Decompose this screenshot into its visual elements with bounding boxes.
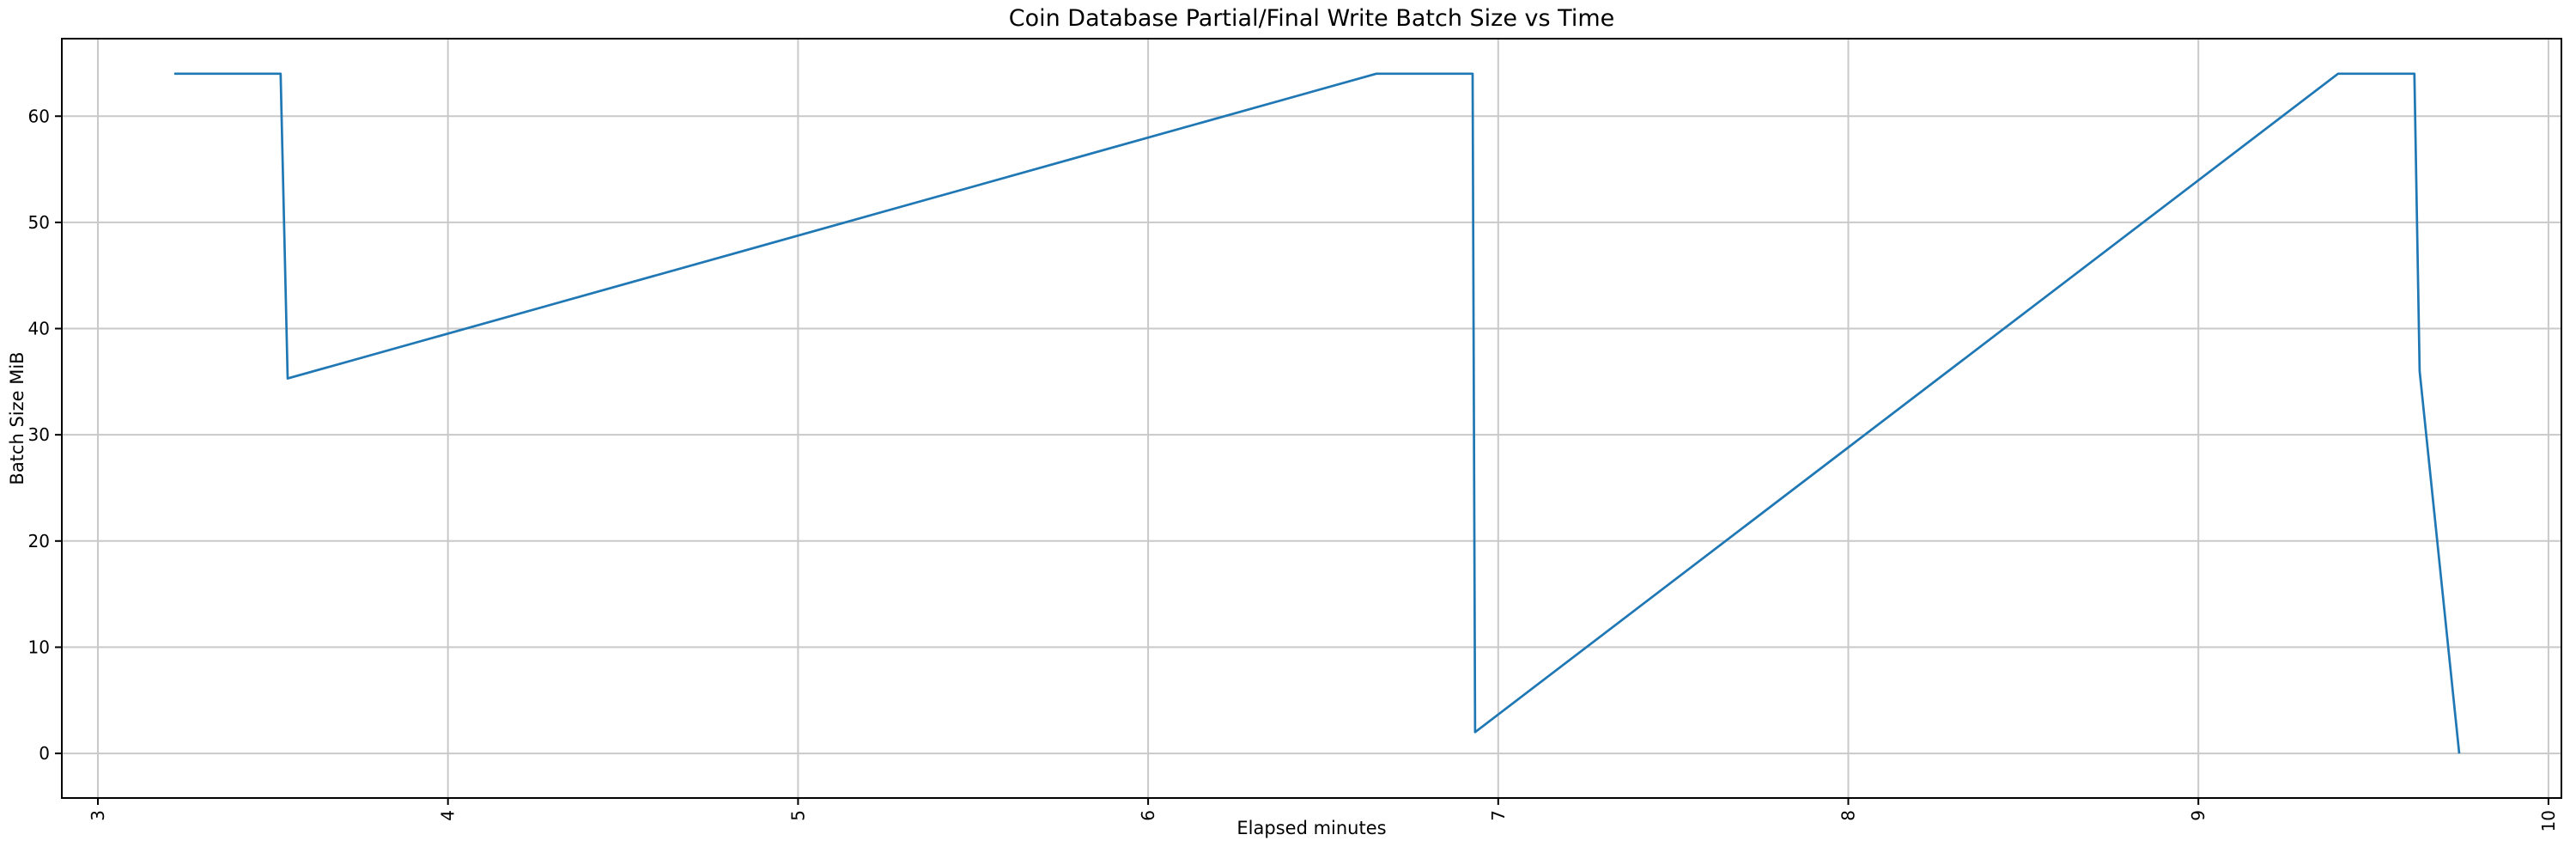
x-tick-label: 5 bbox=[787, 810, 808, 821]
chart-title: Coin Database Partial/Final Write Batch … bbox=[1008, 5, 1615, 32]
y-tick-label: 40 bbox=[28, 319, 50, 339]
series-line-batch-size-mib bbox=[173, 72, 2461, 754]
y-tick-label: 60 bbox=[28, 106, 50, 126]
x-axis-label: Elapsed minutes bbox=[1236, 818, 1387, 838]
plot-border bbox=[61, 38, 2562, 799]
y-tick-label: 0 bbox=[39, 743, 50, 764]
x-tick-label: 7 bbox=[1488, 810, 1509, 821]
y-tick-label: 20 bbox=[28, 531, 50, 551]
x-tick-label: 6 bbox=[1138, 810, 1158, 821]
y-axis-label: Batch Size MiB bbox=[7, 351, 27, 485]
x-tick-label: 10 bbox=[2538, 810, 2559, 832]
y-tick-label: 10 bbox=[28, 637, 50, 657]
x-tick-label: 9 bbox=[2188, 810, 2208, 821]
x-tick-label: 3 bbox=[88, 810, 108, 821]
x-tick-label: 8 bbox=[1838, 810, 1859, 821]
x-tick-label: 4 bbox=[438, 810, 459, 821]
y-tick-label: 30 bbox=[28, 424, 50, 445]
y-tick-label: 50 bbox=[28, 212, 50, 233]
